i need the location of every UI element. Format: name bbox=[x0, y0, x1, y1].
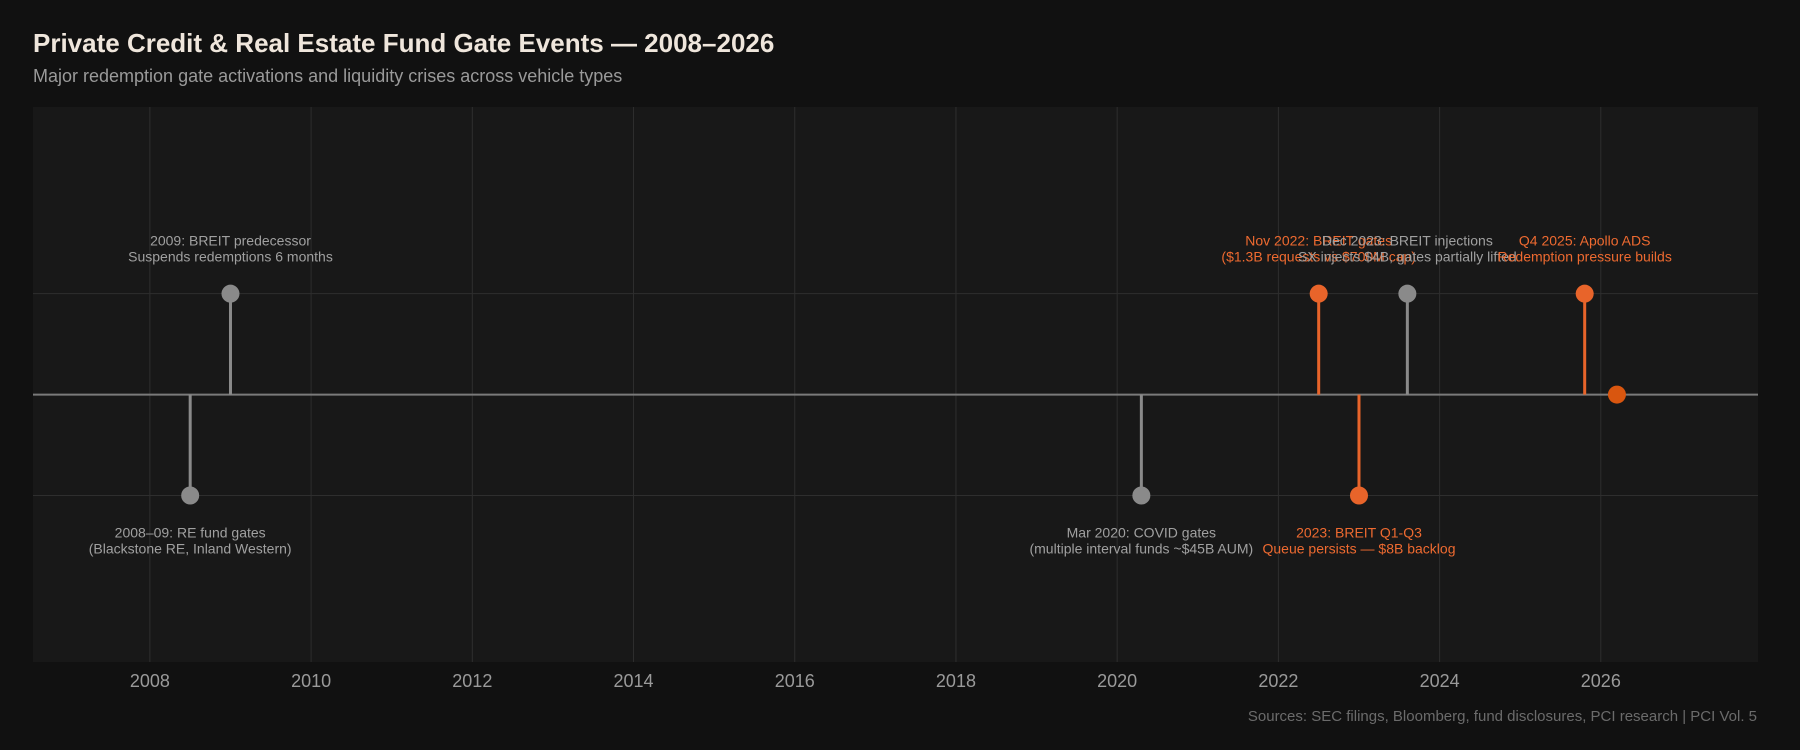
event-marker-2 bbox=[1132, 486, 1151, 505]
event-label-3-line-1: ($1.3B requests vs $700M cap) bbox=[1221, 249, 1416, 265]
source-note: Sources: SEC filings, Bloomberg, fund di… bbox=[1247, 708, 1757, 725]
chart-title: Private Credit & Real Estate Fund Gate E… bbox=[33, 28, 775, 58]
event-label-4-line-0: 2023: BREIT Q1-Q3 bbox=[1296, 525, 1422, 541]
x-tick-label-2022: 2022 bbox=[1258, 671, 1298, 691]
event-label-3-line-0: Nov 2022: BREIT gates bbox=[1245, 233, 1392, 249]
event-labels: 2008–09: RE fund gates(Blackstone RE, In… bbox=[89, 233, 1672, 557]
event-marker-4 bbox=[1349, 486, 1368, 505]
event-label-1-line-0: 2009: BREIT predecessor bbox=[150, 233, 311, 249]
x-tick-label-2016: 2016 bbox=[775, 671, 815, 691]
event-stems bbox=[188, 293, 1587, 496]
event-markers bbox=[181, 284, 1626, 505]
x-tick-label-2018: 2018 bbox=[936, 671, 976, 691]
chart-subtitle: Major redemption gate activations and li… bbox=[33, 66, 623, 86]
x-tick-label-2010: 2010 bbox=[291, 671, 331, 691]
gridlines bbox=[33, 107, 1758, 662]
event-marker-5 bbox=[1398, 284, 1417, 303]
x-axis-tick-labels: 2008 2010 2012 2014 2016 2018 2020 2022 2024 2026 bbox=[130, 671, 1621, 691]
event-label-0-line-0: 2008–09: RE fund gates bbox=[115, 525, 266, 541]
x-tick-label-2026: 2026 bbox=[1581, 671, 1621, 691]
event-marker-0 bbox=[181, 486, 200, 505]
event-label-5-line-1: SX injects $4B, gates partially lifted bbox=[1298, 249, 1517, 265]
event-label-2-line-0: Mar 2020: COVID gates bbox=[1067, 525, 1216, 541]
x-tick-label-2020: 2020 bbox=[1097, 671, 1137, 691]
event-marker-3 bbox=[1309, 284, 1328, 303]
event-label-6-line-0: Q4 2025: Apollo ADS bbox=[1519, 233, 1651, 249]
x-tick-label-2024: 2024 bbox=[1420, 671, 1460, 691]
event-label-0-line-1: (Blackstone RE, Inland Western) bbox=[89, 541, 292, 557]
event-label-2-line-1: (multiple interval funds ~$45B AUM) bbox=[1029, 541, 1253, 557]
x-tick-label-2008: 2008 bbox=[130, 671, 170, 691]
event-label-4-line-1: Queue persists — $8B backlog bbox=[1262, 541, 1455, 557]
event-marker-6 bbox=[1575, 284, 1594, 303]
current-date-marker bbox=[1607, 385, 1626, 404]
x-tick-label-2014: 2014 bbox=[614, 671, 654, 691]
event-label-1-line-1: Suspends redemptions 6 months bbox=[128, 249, 333, 265]
event-label-5-line-0: Dec 2023: BREIT injections bbox=[1322, 233, 1493, 249]
event-marker-1 bbox=[221, 284, 240, 303]
x-tick-label-2012: 2012 bbox=[452, 671, 492, 691]
event-label-6-line-1: Redemption pressure builds bbox=[1498, 249, 1672, 265]
plot-area bbox=[33, 107, 1758, 662]
